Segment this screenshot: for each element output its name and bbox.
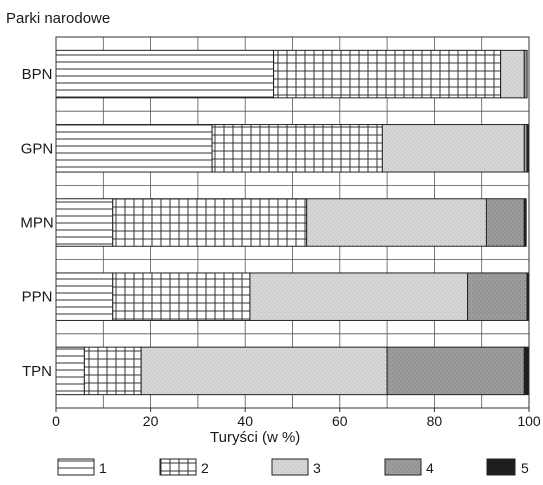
x-axis-title: Turyści (w %)	[210, 429, 301, 446]
category-labels: BPN GPN MPN PPN TPN	[20, 66, 53, 380]
bar-segment-ppn-3	[249, 272, 469, 321]
bar-segment-tpn-3	[140, 346, 388, 396]
bar-segment-ppn-4	[467, 272, 528, 321]
legend-label-1: 1	[99, 460, 107, 476]
legend-label-5: 5	[521, 460, 529, 476]
bars	[55, 49, 530, 396]
bar-segment-ppn-1	[55, 272, 114, 321]
category-label: GPN	[21, 140, 54, 157]
category-label: MPN	[20, 215, 53, 232]
bar-segment-gpn-2	[211, 124, 383, 173]
category-label: BPN	[22, 66, 53, 83]
legend-swatch-1	[57, 458, 95, 476]
bar-segment-bpn-1	[55, 49, 275, 99]
legend-swatch-2	[159, 458, 197, 476]
bar-segment-mpn-1	[55, 198, 114, 247]
bar-segment-mpn-3	[306, 198, 487, 247]
bar-segment-bpn-2	[273, 49, 502, 99]
bar-segment-gpn-3	[381, 124, 525, 173]
x-axis: 0 20 40 60 80 100	[52, 36, 541, 429]
bar-segment-tpn-4	[386, 346, 525, 396]
legend-swatch-4	[384, 458, 422, 476]
x-tick-label: 20	[143, 413, 159, 429]
legend-label-2: 2	[201, 460, 209, 476]
bar-segment-tpn-2	[83, 346, 142, 396]
bar-segment-mpn-5	[523, 198, 527, 247]
legend-label-3: 3	[313, 460, 321, 476]
bar-segment-gpn-1	[55, 124, 213, 173]
legend-swatch-5	[486, 458, 516, 476]
plot-frame	[55, 36, 530, 409]
category-label: PPN	[22, 289, 53, 306]
category-label: TPN	[22, 363, 52, 380]
bar-segment-mpn-4	[485, 198, 525, 247]
x-tick-label: 0	[52, 413, 60, 429]
legend-label-4: 4	[426, 460, 434, 476]
x-tick-label: 100	[517, 413, 541, 429]
bar-segment-mpn-2	[112, 198, 308, 247]
bar-segment-bpn-4	[523, 49, 528, 99]
bar-segment-ppn-2	[112, 272, 251, 321]
legend-swatch-3	[271, 458, 309, 476]
bar-segment-tpn-5	[523, 346, 530, 396]
x-tick-label: 80	[427, 413, 443, 429]
legend: 1 2 3 4 5	[57, 458, 529, 476]
bar-segment-tpn-1	[55, 346, 85, 396]
x-tick-label: 60	[332, 413, 348, 429]
x-tick-label: 40	[237, 413, 253, 429]
bar-segment-bpn-3	[500, 49, 525, 99]
y-axis-title: Parki narodowe	[6, 10, 111, 27]
